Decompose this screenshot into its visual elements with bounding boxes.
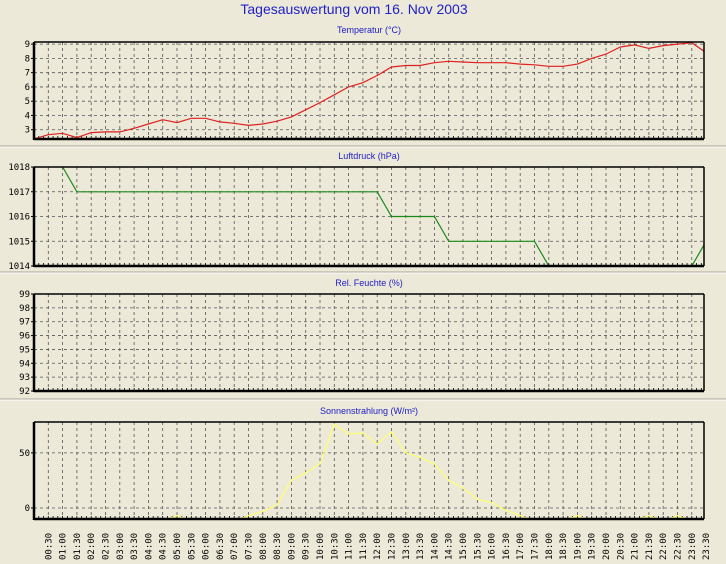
y-tick-label: 8: [25, 54, 30, 64]
temperature-chart: Temperatur (°C) 3 4 5 6 7 8 9: [0, 25, 726, 148]
solar-radiation-chart-title: Sonnenstrahlung (W/m²): [320, 406, 418, 416]
x-tick-label: 12:30: [388, 533, 398, 560]
x-tick-label: 06:30: [216, 533, 226, 560]
x-tick-label: 03:00: [116, 533, 126, 560]
air-pressure-chart-title: Luftdruck (hPa): [338, 151, 400, 161]
y-tick-label: 92: [19, 387, 30, 397]
y-tick-label: 95: [19, 345, 30, 355]
temperature-series-line: [34, 42, 704, 139]
y-tick-label: 4: [25, 111, 30, 121]
temperature-chart-title: Temperatur (°C): [337, 25, 401, 35]
x-tick-label: 13:00: [402, 533, 412, 560]
x-tick-label: 17:30: [531, 533, 541, 560]
solar-radiation-chart: Sonnenstrahlung (W/m²) 0 50: [19, 406, 705, 521]
y-tick-label: 94: [19, 359, 30, 369]
x-tick-label: 10:30: [330, 533, 340, 560]
x-tick-label: 19:00: [573, 533, 583, 560]
x-tick-label: 07:00: [230, 533, 240, 560]
y-tick-label: 9: [25, 40, 30, 50]
humidity-chart: Rel. Feuchte (%) 92 93 94 95 96 97 98 99: [0, 278, 726, 401]
y-tick-label: 6: [25, 83, 30, 93]
x-tick-label: 12:00: [373, 533, 383, 560]
x-tick-label: 13:30: [416, 533, 426, 560]
solar-radiation-series-line: [166, 423, 688, 519]
y-tick-label: 5: [25, 97, 30, 107]
x-tick-label: 08:30: [273, 533, 283, 560]
y-tick-label: 1014: [8, 262, 30, 272]
y-tick-label: 1017: [8, 188, 30, 198]
x-tick-label: 09:00: [287, 533, 297, 560]
x-tick-label: 18:00: [545, 533, 555, 560]
y-tick-label: 0: [25, 504, 30, 514]
x-tick-label: 07:30: [245, 533, 255, 560]
humidity-chart-title: Rel. Feuchte (%): [335, 278, 403, 288]
x-tick-label: 10:00: [316, 533, 326, 560]
x-tick-label: 23:00: [688, 533, 698, 560]
y-tick-label: 7: [25, 69, 30, 79]
x-tick-label: 16:30: [502, 533, 512, 560]
air-pressure-series-line: [61, 167, 704, 266]
x-tick-label: 23:30: [702, 533, 712, 560]
x-tick-label: 22:30: [674, 533, 684, 560]
y-tick-label: 97: [19, 318, 30, 328]
x-tick-label: 03:30: [130, 533, 140, 560]
x-tick-label: 02:30: [102, 533, 112, 560]
x-tick-label: 17:00: [516, 533, 526, 560]
x-tick-label: 01:30: [73, 533, 83, 560]
y-tick-label: 50: [19, 449, 30, 459]
x-tick-label: 09:30: [302, 533, 312, 560]
x-tick-label: 15:30: [473, 533, 483, 560]
x-tick-label: 04:00: [144, 533, 154, 560]
y-tick-label: 3: [25, 126, 30, 136]
x-tick-label: 11:30: [359, 533, 369, 560]
y-tick-label: 98: [19, 304, 30, 314]
report-title: Tagesauswertung vom 16. Nov 2003: [240, 1, 467, 17]
y-tick-label: 1018: [8, 163, 30, 173]
x-tick-label: 06:00: [202, 533, 212, 560]
x-tick-label: 22:00: [659, 533, 669, 560]
x-tick-label: 21:30: [645, 533, 655, 560]
x-tick-label: 19:30: [588, 533, 598, 560]
y-tick-label: 93: [19, 373, 30, 383]
x-tick-label: 11:00: [345, 533, 355, 560]
x-tick-label: 18:30: [559, 533, 569, 560]
air-pressure-chart: Luftdruck (hPa) 1014 1015 1016 1017 1018: [0, 151, 726, 274]
x-tick-label: 01:00: [59, 533, 69, 560]
x-tick-label: 14:30: [445, 533, 455, 560]
y-tick-label: 1016: [8, 213, 30, 223]
x-tick-label: 05:00: [173, 533, 183, 560]
x-tick-label: 20:00: [602, 533, 612, 560]
x-tick-label: 20:30: [616, 533, 626, 560]
x-tick-label: 05:30: [187, 533, 197, 560]
x-tick-label: 04:30: [159, 533, 169, 560]
x-tick-label: 02:00: [87, 533, 97, 560]
x-tick-label: 16:00: [488, 533, 498, 560]
x-tick-label: 00:30: [44, 533, 54, 560]
y-tick-label: 99: [19, 290, 30, 300]
y-tick-label: 1015: [8, 237, 30, 247]
x-tick-label: 21:00: [631, 533, 641, 560]
x-tick-label: 14:00: [430, 533, 440, 560]
x-tick-label: 15:00: [459, 533, 469, 560]
x-tick-label: 08:00: [259, 533, 269, 560]
y-tick-label: 96: [19, 332, 30, 342]
